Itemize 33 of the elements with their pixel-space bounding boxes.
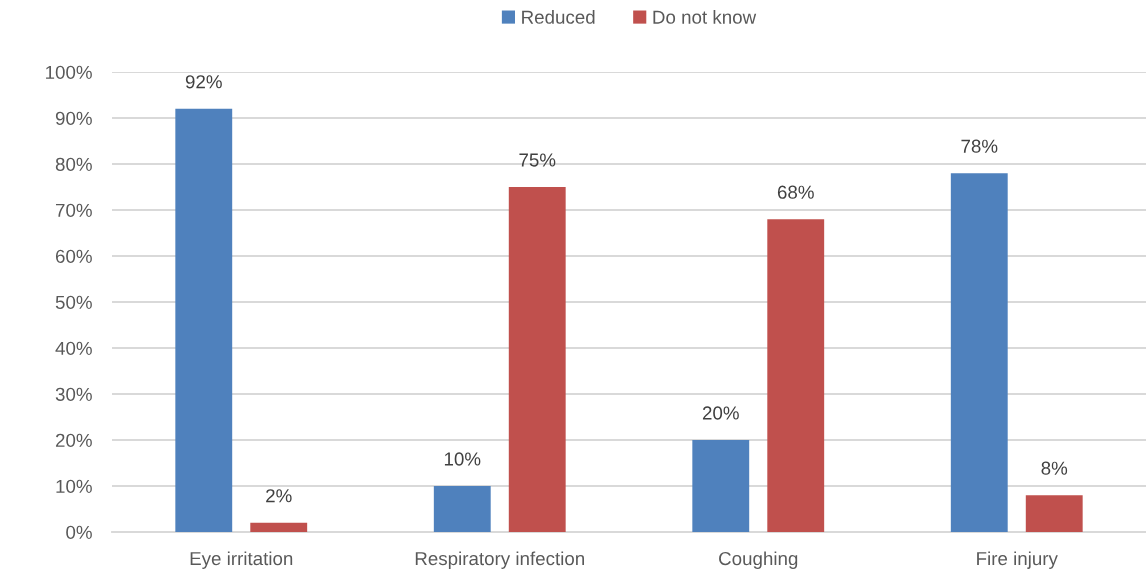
y-tick-label: 30% (55, 387, 92, 401)
bar (433, 486, 491, 532)
x-tick-label: Coughing (719, 551, 798, 569)
y-tick-label: 90% (55, 111, 92, 125)
bar (508, 187, 566, 532)
y-tick-label: 50% (55, 295, 92, 309)
bar (950, 173, 1008, 532)
y-tick-label: 100% (46, 65, 92, 79)
legend-label: Reduced (522, 10, 595, 24)
y-tick-label: 60% (55, 249, 92, 263)
bar (250, 522, 308, 532)
x-tick-label: Eye irritation (190, 551, 293, 569)
y-tick-label: 70% (55, 203, 92, 217)
text: 8% (1041, 461, 1068, 475)
y-tick-label: 20% (55, 433, 92, 447)
y-tick-label: 0% (66, 525, 92, 539)
y-tick-label: 80% (55, 157, 92, 171)
text: 2% (266, 489, 292, 503)
x-tick-label: Fire injury (977, 551, 1058, 569)
y-tick-label: 10% (56, 479, 92, 493)
text: 20% (702, 406, 739, 420)
bar (692, 440, 750, 532)
bar (767, 219, 825, 532)
text: 68% (777, 185, 814, 199)
x-tick-label: Respiratory infection (415, 551, 584, 569)
bar (1025, 495, 1083, 532)
y-tick-label: 40% (55, 341, 92, 355)
bar (175, 108, 233, 532)
text: 10% (444, 452, 481, 466)
text: 75% (519, 153, 556, 167)
legend-label: Do not know (653, 10, 757, 24)
text: 78% (961, 139, 998, 153)
text: 92% (185, 75, 222, 89)
